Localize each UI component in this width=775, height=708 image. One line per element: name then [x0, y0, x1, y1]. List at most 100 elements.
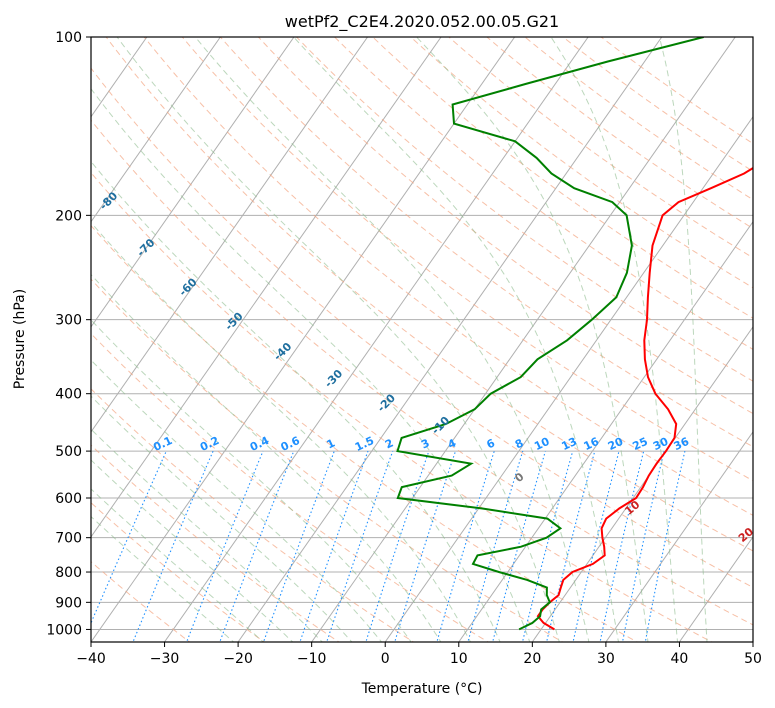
- y-tick-label: 200: [55, 208, 82, 224]
- moist-adiabat-label: -100: [46, 56, 75, 85]
- dry-adiabat-line: [524, 37, 753, 201]
- mixing-ratio-line: [219, 450, 295, 642]
- x-tick-label: −10: [297, 651, 327, 667]
- moist-adiabat-label: -40: [271, 340, 294, 363]
- y-tick-label: 600: [55, 491, 82, 507]
- isotherm-line: [384, 115, 753, 642]
- moist-adiabat-line: [194, 37, 590, 642]
- mixing-ratio-line: [599, 450, 645, 642]
- mixing-ratio-line: [394, 450, 457, 642]
- mixing-ratio-line: [299, 450, 369, 642]
- chart-title: wetPf2_C2E4.2020.052.00.05.G21: [285, 12, 559, 32]
- dry-adiabat-line: [409, 37, 753, 289]
- mixing-ratio-label: 2: [383, 436, 395, 451]
- dry-adiabat-line: [91, 502, 266, 642]
- dry-adiabat-line: [562, 37, 753, 172]
- y-axis-ticks: 100 200 300 400 500 600 700 800 900 1000: [46, 30, 91, 638]
- mixing-ratio-line: [262, 450, 335, 642]
- dry-adiabat-line: [91, 119, 753, 626]
- mixing-ratio-line: [326, 450, 394, 642]
- moist-adiabat-line: [91, 87, 531, 642]
- moist-adiabat-line: [91, 515, 235, 642]
- dry-adiabat-line: [91, 171, 713, 642]
- moist-adiabat-line: [658, 37, 708, 642]
- moist-adiabat-line: [416, 37, 649, 642]
- dry-adiabat-line: [91, 278, 564, 642]
- isotherm-line: [91, 37, 442, 538]
- temperature-profile-line: [536, 166, 753, 631]
- dry-adiabat-line: [219, 37, 753, 448]
- y-tick-label: 900: [55, 595, 82, 611]
- mixing-ratio-line: [492, 450, 546, 642]
- mixing-ratio-line: [132, 450, 214, 642]
- y-axis-title: Pressure (hPa): [12, 289, 28, 389]
- mixing-ratio-label: 13: [560, 435, 579, 453]
- mixing-ratio-line: [365, 450, 430, 642]
- dry-adiabat-label: 0: [512, 470, 526, 485]
- isotherm-line: [605, 431, 753, 642]
- x-tick-label: 0: [381, 651, 390, 667]
- x-tick-label: 50: [744, 651, 762, 667]
- y-tick-label: 100: [55, 30, 82, 46]
- mixing-ratio-line: [467, 450, 524, 642]
- isotherm-line: [91, 37, 516, 642]
- isotherm-line: [91, 37, 221, 223]
- moist-adiabat-line: [91, 428, 324, 642]
- moist-adiabat-label: -30: [322, 367, 345, 390]
- isotherm-line: [752, 641, 753, 642]
- mixing-ratio-line: [622, 450, 665, 642]
- mixing-ratio-line: [644, 450, 686, 642]
- moist-adiabat-label: -70: [134, 236, 157, 259]
- mixing-ratio-label: 36: [672, 435, 692, 453]
- moist-adiabat-line: [550, 37, 679, 642]
- moist-adiabat-label: -90: [67, 132, 90, 155]
- dry-adiabat-line: [91, 332, 490, 642]
- mixing-ratio-label: 3: [419, 436, 431, 451]
- mixing-ratio-label: 30: [651, 435, 671, 453]
- moist-adiabat-line: [91, 459, 294, 642]
- moist-adiabat-line: [91, 221, 472, 642]
- moist-adiabat-line: [91, 488, 264, 642]
- moist-adiabat-label: -60: [176, 275, 199, 298]
- dry-adiabat-line: [91, 67, 753, 589]
- isotherm-line: [91, 37, 369, 433]
- mixing-ratio-line: [521, 450, 574, 642]
- x-axis-ticks: −40 −30 −20 −10 0 10 20 30 40 50: [76, 642, 762, 667]
- y-tick-label: 500: [55, 444, 82, 460]
- isotherm-line: [91, 37, 295, 328]
- isotherm-line: [678, 536, 753, 642]
- x-tick-label: −30: [150, 651, 180, 667]
- y-tick-label: 300: [55, 313, 82, 329]
- x-tick-label: 40: [671, 651, 689, 667]
- moist-adiabat-label: -50: [222, 310, 245, 333]
- mixing-ratio-line: [186, 450, 264, 642]
- moist-adiabat-line: [91, 359, 383, 642]
- moist-adiabat-line: [91, 273, 442, 642]
- x-tick-label: 10: [450, 651, 468, 667]
- moist-adiabat-label: -80: [97, 189, 120, 212]
- x-tick-label: 30: [597, 651, 615, 667]
- moist-adiabat-line: [91, 160, 501, 642]
- x-axis-title: Temperature (°C): [361, 681, 483, 697]
- dry-adiabat-line: [91, 224, 639, 642]
- mixing-ratio-label: 10: [532, 435, 552, 453]
- x-tick-label: −40: [76, 651, 106, 667]
- mixing-ratio-line: [91, 450, 167, 625]
- isotherm-line: [0, 24, 9, 645]
- moist-adiabat-line: [91, 395, 353, 642]
- dry-adiabat-line: [257, 37, 753, 415]
- x-tick-label: 20: [523, 651, 541, 667]
- y-tick-label: 1000: [46, 622, 82, 638]
- y-tick-label: 400: [55, 387, 82, 403]
- mixing-ratio-label: 6: [485, 436, 498, 451]
- mixing-ratio-label: 16: [582, 435, 602, 453]
- mixing-ratio-label: 20: [606, 435, 626, 453]
- plot-frame: [90, 36, 754, 643]
- x-tick-label: −20: [223, 651, 253, 667]
- sounding-lines: [396, 37, 753, 631]
- dry-adiabat-line: [105, 37, 753, 552]
- background-lines: [0, 24, 753, 645]
- moist-adiabat-label: -20: [375, 391, 398, 414]
- mixing-ratio-label: 25: [631, 435, 650, 453]
